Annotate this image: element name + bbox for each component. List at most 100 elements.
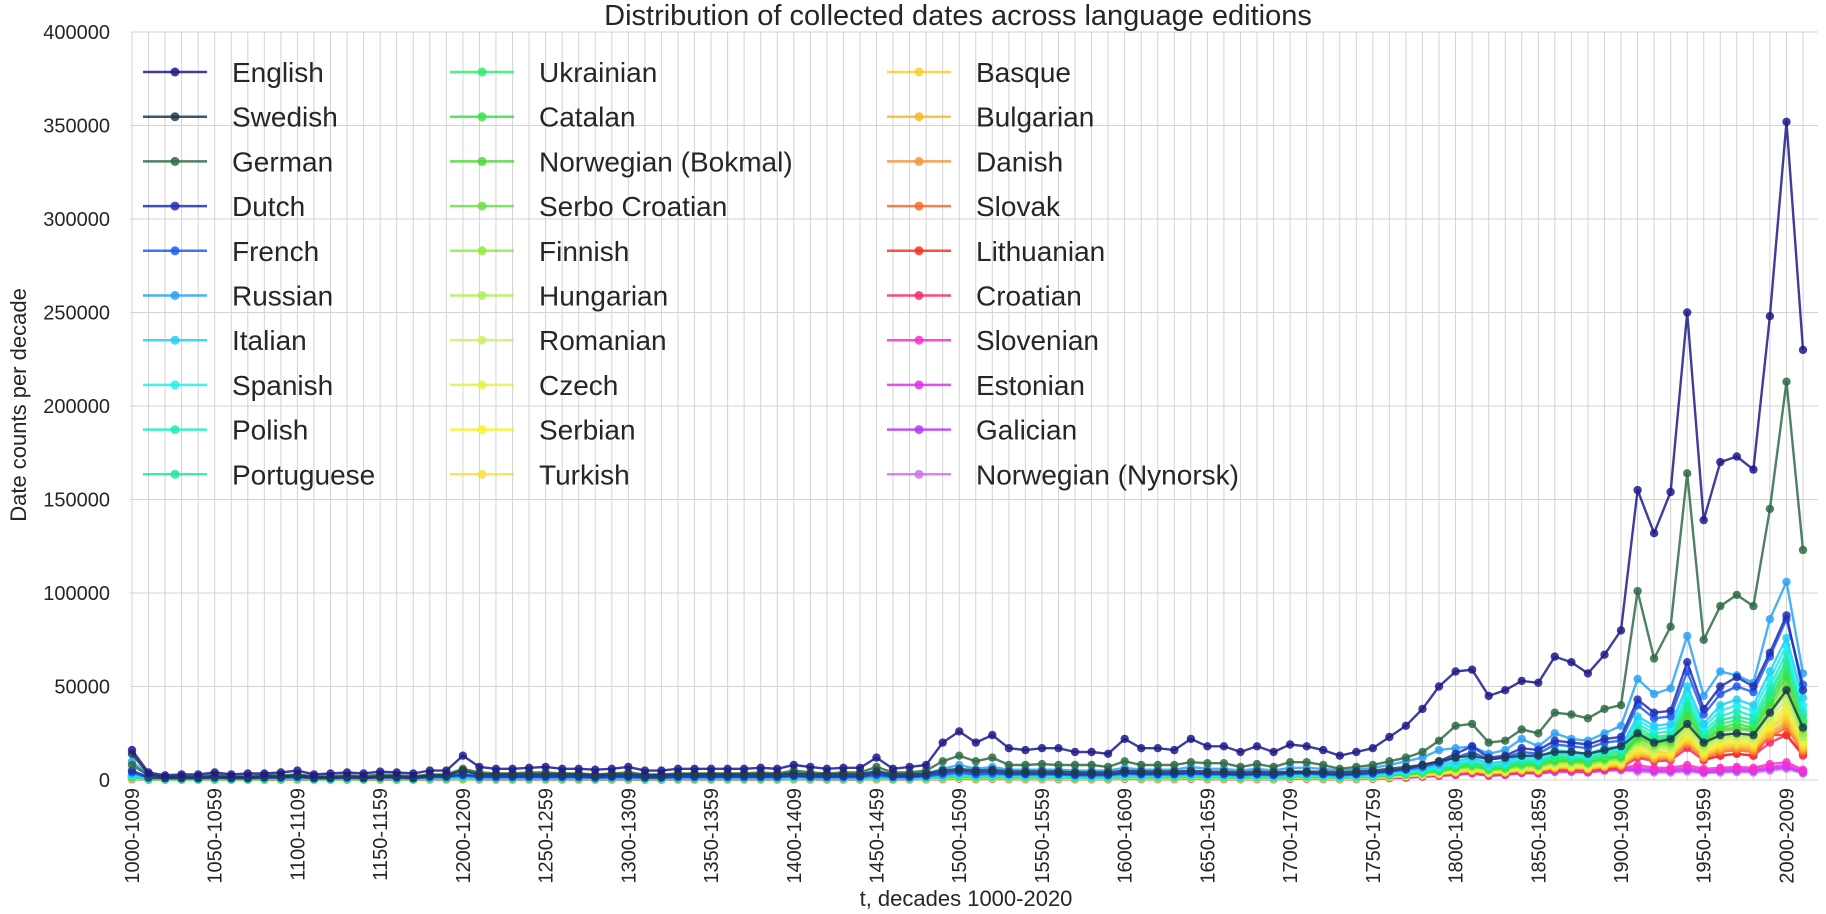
x-tick-label: 1650-1659 (1197, 788, 1219, 884)
data-point (1203, 767, 1212, 776)
data-point (524, 770, 534, 779)
data-point (1401, 721, 1411, 730)
data-point (1716, 682, 1725, 691)
data-point (127, 745, 137, 755)
data-point (376, 767, 385, 776)
data-point (1021, 760, 1030, 770)
data-point (1434, 757, 1444, 766)
data-point (1550, 652, 1560, 661)
data-point (1649, 689, 1659, 699)
data-point (1666, 706, 1675, 715)
data-point (624, 770, 633, 779)
data-point (1137, 760, 1146, 770)
data-point (855, 763, 865, 772)
data-point (475, 762, 484, 772)
legend-swatch-marker (477, 201, 487, 211)
data-point (1484, 691, 1493, 701)
data-point (1749, 465, 1758, 474)
data-point (872, 767, 881, 776)
legend-swatch-marker (170, 156, 180, 166)
data-point (276, 768, 286, 777)
legend-swatch-marker (170, 291, 180, 300)
legend-label: Ukrainian (539, 57, 657, 88)
legend-item: Dutch (143, 191, 305, 222)
data-point (1567, 747, 1576, 757)
data-point (822, 764, 832, 773)
data-point (1451, 667, 1460, 676)
data-point (1186, 758, 1196, 767)
legend: English Swedish German Dutch French Russian It… (143, 57, 1239, 490)
legend-item: Catalan (450, 102, 636, 133)
data-point (921, 769, 931, 778)
legend-label: Catalan (539, 102, 636, 133)
data-point (1616, 721, 1626, 730)
data-point (1120, 766, 1129, 775)
data-point (1666, 719, 1675, 729)
data-point (342, 768, 352, 777)
data-point (1666, 763, 1675, 772)
data-point (1203, 759, 1212, 768)
legend-swatch-marker (914, 425, 924, 435)
legend-item: Slovenian (887, 325, 1099, 356)
legend-label: Finnish (539, 236, 629, 267)
legend-label: Galician (976, 415, 1077, 446)
data-point (988, 765, 997, 774)
data-point (1782, 730, 1791, 740)
data-point (1252, 767, 1262, 776)
legend-item: Bulgarian (887, 102, 1094, 133)
data-point (1567, 658, 1576, 667)
data-point (1352, 767, 1361, 776)
data-point (1319, 760, 1328, 770)
data-point (1699, 515, 1708, 525)
data-point (1037, 744, 1047, 753)
data-point (1699, 691, 1708, 701)
y-tick-label: 100000 (43, 583, 110, 605)
data-point (1517, 734, 1526, 744)
data-point (1633, 586, 1642, 596)
x-tick-label: 1900-1909 (1611, 788, 1633, 884)
data-point (1765, 708, 1775, 717)
data-point (293, 766, 302, 775)
data-point (1782, 611, 1791, 620)
data-point (1087, 760, 1096, 770)
data-point (1302, 758, 1311, 767)
data-point (1699, 738, 1708, 747)
data-point (1600, 734, 1609, 744)
data-point (1666, 684, 1675, 693)
data-point (1467, 742, 1477, 751)
data-point (1385, 757, 1394, 766)
legend-item: Danish (887, 146, 1063, 177)
data-point (1765, 667, 1775, 676)
data-point (1120, 757, 1129, 766)
data-point (475, 770, 484, 779)
data-point (1252, 742, 1262, 751)
data-point (1137, 744, 1146, 753)
data-point (1434, 745, 1444, 755)
data-point (442, 766, 451, 775)
data-point (1501, 686, 1510, 695)
data-point (1467, 751, 1477, 760)
data-point (905, 770, 914, 779)
data-point (160, 771, 170, 780)
data-point (1782, 758, 1791, 767)
data-point (1683, 469, 1692, 478)
data-point (1583, 749, 1593, 758)
data-point (1699, 704, 1708, 714)
data-point (591, 765, 600, 774)
data-point (1600, 650, 1609, 659)
legend-item: Ukrainian (450, 57, 657, 88)
data-point (607, 764, 616, 773)
data-point (1798, 701, 1808, 710)
data-point (1649, 738, 1659, 747)
series-line (131, 380, 1805, 779)
data-point (789, 769, 798, 778)
data-point (1749, 701, 1758, 710)
data-point (1467, 719, 1477, 729)
y-tick-label: 50000 (54, 677, 110, 699)
data-point (508, 764, 517, 773)
y-tick-label: 0 (99, 770, 110, 792)
legend-label: Danish (976, 146, 1063, 177)
legend-label: Italian (232, 325, 307, 356)
data-point (756, 770, 765, 779)
data-point (1765, 759, 1775, 769)
